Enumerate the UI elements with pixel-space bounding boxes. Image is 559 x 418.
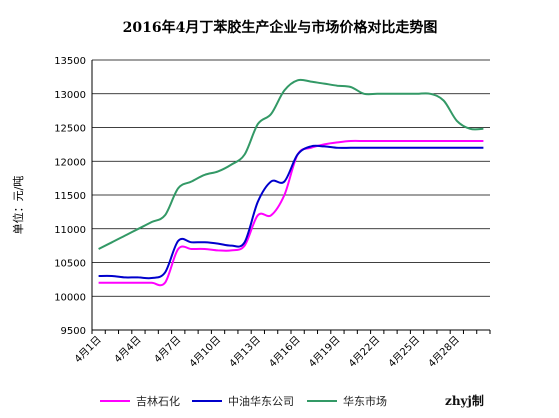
y-tick-label: 10500 bbox=[54, 259, 86, 270]
series-line-3 bbox=[98, 78, 484, 250]
axes bbox=[91, 60, 491, 334]
y-tick-label: 10000 bbox=[54, 292, 86, 303]
y-tick-label: 12500 bbox=[54, 124, 86, 135]
y-tick-label: 11000 bbox=[54, 225, 86, 236]
y-tick-labels: 9500 10000 10500 11000 11500 12000 12500 13000 1… bbox=[54, 56, 86, 337]
legend: 吉林石化 中油华东公司 华东市场 bbox=[0, 391, 559, 411]
x-tick-label: 4月25日 bbox=[386, 334, 422, 370]
legend-swatch-jilin bbox=[100, 400, 130, 402]
credit-text: zhyj制 bbox=[445, 394, 484, 408]
y-tick-label: 13000 bbox=[54, 90, 86, 101]
legend-item-huadong-market: 华东市场 bbox=[307, 391, 387, 411]
y-tick-label: 12000 bbox=[54, 157, 86, 168]
x-tick-labels: 4月1日 4月4日 4月7日 4月10日 4月13日 4月16日 4月19日 4月22日 4月2… bbox=[72, 334, 462, 370]
x-tick-label: 4月13日 bbox=[227, 334, 263, 370]
legend-item-jilin: 吉林石化 bbox=[100, 391, 180, 411]
legend-label-huadong-market: 华东市场 bbox=[343, 395, 387, 408]
series-line-1 bbox=[98, 139, 484, 287]
y-axis-label: 单位：元/吨 bbox=[11, 176, 25, 235]
legend-label-jilin: 吉林石化 bbox=[136, 395, 180, 408]
y-tick-label: 13500 bbox=[54, 56, 86, 67]
x-tick-label: 4月7日 bbox=[152, 334, 184, 366]
legend-label-huadong-company: 中油华东公司 bbox=[228, 395, 294, 408]
x-tick-label: 4月22日 bbox=[346, 334, 382, 370]
series-lines bbox=[98, 78, 484, 287]
legend-swatch-huadong-company bbox=[192, 400, 222, 402]
legend-item-huadong-company: 中油华东公司 bbox=[192, 391, 294, 411]
chart-title: 2016年4月丁苯胶生产企业与市场价格对比走势图 bbox=[123, 19, 438, 36]
x-tick-label: 4月16日 bbox=[267, 334, 303, 370]
gridlines bbox=[92, 59, 490, 331]
y-tick-label: 9500 bbox=[61, 326, 86, 337]
x-tick-label: 4月1日 bbox=[72, 334, 104, 366]
x-tick-label: 4月10日 bbox=[187, 334, 223, 370]
x-tick-label: 4月28日 bbox=[426, 334, 462, 370]
series-line-2 bbox=[98, 144, 484, 280]
x-tick-label: 4月19日 bbox=[306, 334, 342, 370]
legend-swatch-huadong-market bbox=[307, 400, 337, 402]
y-tick-label: 11500 bbox=[54, 191, 86, 202]
x-tick-label: 4月4日 bbox=[112, 334, 144, 366]
